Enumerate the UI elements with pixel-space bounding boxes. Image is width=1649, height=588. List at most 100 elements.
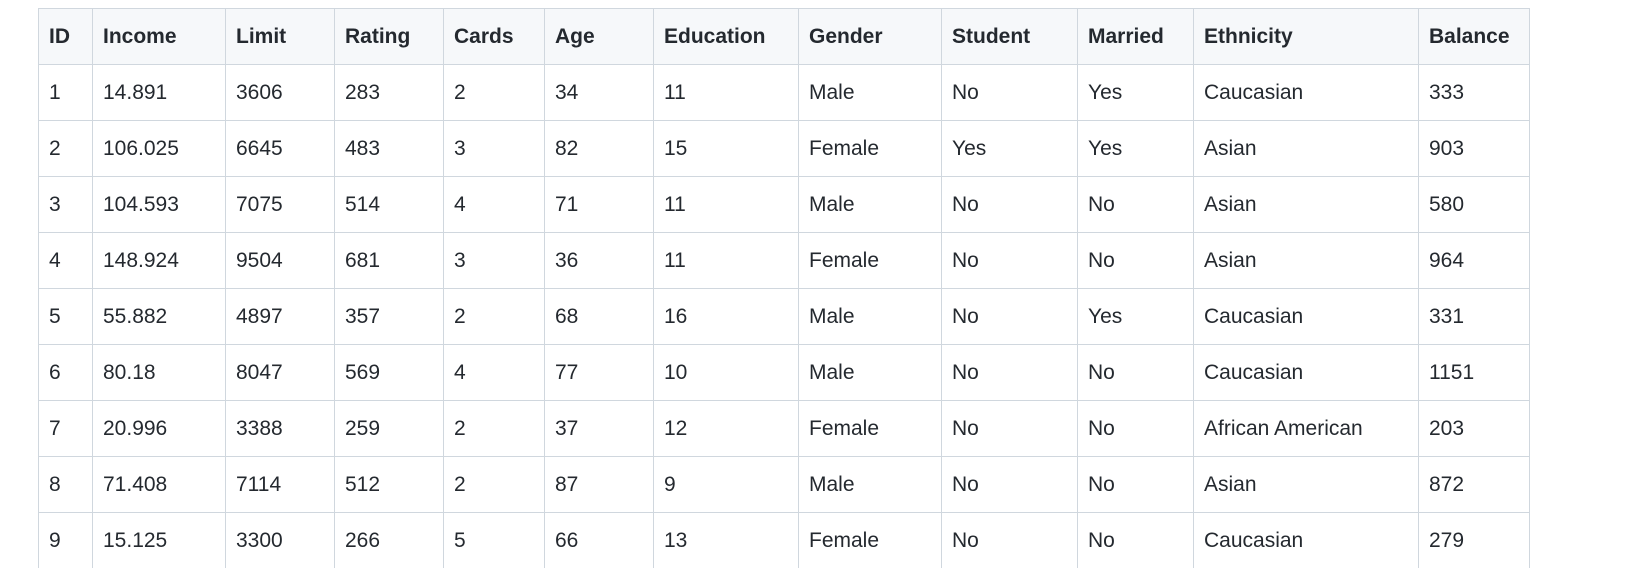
table-cell-balance: 964 <box>1418 232 1530 289</box>
table-cell-limit: 7075 <box>225 176 335 233</box>
table-cell-id: 9 <box>38 512 93 568</box>
table-cell-income: 14.891 <box>92 64 226 121</box>
table-cell-married: Yes <box>1077 288 1194 345</box>
table-cell-income: 148.924 <box>92 232 226 289</box>
table-cell-balance: 1151 <box>1418 344 1530 401</box>
table-cell-income: 55.882 <box>92 288 226 345</box>
table-cell-cards: 2 <box>443 400 545 457</box>
table-row: 5 55.882 4897 357 2 68 16 Male No Yes Caucasian 331 <box>38 288 1530 345</box>
table-cell-balance: 872 <box>1418 456 1530 513</box>
column-header-balance: Balance <box>1418 8 1530 65</box>
table-cell-limit: 6645 <box>225 120 335 177</box>
table-row: 2 106.025 6645 483 3 82 15 Female Yes Yes Asian 903 <box>38 120 1530 177</box>
table-cell-cards: 4 <box>443 344 545 401</box>
table-cell-education: 15 <box>653 120 799 177</box>
credit-data-table-container: ID Income Limit Rating Cards Age Education Gend… <box>38 8 1530 568</box>
table-cell-id: 4 <box>38 232 93 289</box>
column-header-income: Income <box>92 8 226 65</box>
table-cell-student: No <box>941 400 1078 457</box>
table-cell-limit: 4897 <box>225 288 335 345</box>
table-cell-cards: 2 <box>443 456 545 513</box>
table-cell-student: No <box>941 232 1078 289</box>
column-header-education: Education <box>653 8 799 65</box>
table-row: 6 80.18 8047 569 4 77 10 Male No No Caucasian 1151 <box>38 344 1530 401</box>
table-cell-income: 71.408 <box>92 456 226 513</box>
table-cell-rating: 514 <box>334 176 444 233</box>
table-cell-income: 80.18 <box>92 344 226 401</box>
table-cell-age: 77 <box>544 344 654 401</box>
table-cell-gender: Female <box>798 232 942 289</box>
table-cell-student: No <box>941 288 1078 345</box>
table-row: 8 71.408 7114 512 2 87 9 Male No No Asian 872 <box>38 456 1530 513</box>
table-row: 4 148.924 9504 681 3 36 11 Female No No Asian 964 <box>38 232 1530 289</box>
column-header-ethnicity: Ethnicity <box>1193 8 1419 65</box>
column-header-gender: Gender <box>798 8 942 65</box>
table-cell-education: 11 <box>653 64 799 121</box>
column-header-student: Student <box>941 8 1078 65</box>
table-cell-cards: 2 <box>443 64 545 121</box>
table-row: 9 15.125 3300 266 5 66 13 Female No No Caucasian 27… <box>38 512 1530 568</box>
table-cell-age: 37 <box>544 400 654 457</box>
table-cell-education: 9 <box>653 456 799 513</box>
table-cell-gender: Male <box>798 176 942 233</box>
table-cell-age: 68 <box>544 288 654 345</box>
column-header-cards: Cards <box>443 8 545 65</box>
table-cell-student: No <box>941 176 1078 233</box>
table-cell-married: Yes <box>1077 120 1194 177</box>
table-cell-cards: 4 <box>443 176 545 233</box>
table-cell-balance: 903 <box>1418 120 1530 177</box>
table-cell-id: 3 <box>38 176 93 233</box>
column-header-married: Married <box>1077 8 1194 65</box>
table-cell-balance: 279 <box>1418 512 1530 568</box>
table-cell-ethnicity: Caucasian <box>1193 344 1419 401</box>
table-cell-rating: 283 <box>334 64 444 121</box>
table-cell-ethnicity: Asian <box>1193 232 1419 289</box>
table-cell-id: 6 <box>38 344 93 401</box>
table-cell-married: No <box>1077 400 1194 457</box>
table-cell-gender: Male <box>798 64 942 121</box>
column-header-rating: Rating <box>334 8 444 65</box>
table-cell-ethnicity: Asian <box>1193 120 1419 177</box>
table-cell-cards: 2 <box>443 288 545 345</box>
table-cell-limit: 9504 <box>225 232 335 289</box>
table-cell-balance: 333 <box>1418 64 1530 121</box>
table-cell-age: 82 <box>544 120 654 177</box>
table-cell-rating: 259 <box>334 400 444 457</box>
table-cell-married: No <box>1077 456 1194 513</box>
table-cell-age: 66 <box>544 512 654 568</box>
column-header-limit: Limit <box>225 8 335 65</box>
table-cell-student: No <box>941 456 1078 513</box>
table-cell-ethnicity: Caucasian <box>1193 64 1419 121</box>
table-cell-education: 11 <box>653 176 799 233</box>
table-cell-gender: Female <box>798 120 942 177</box>
table-cell-rating: 512 <box>334 456 444 513</box>
table-row: 3 104.593 7075 514 4 71 11 Male No No Asian 580 <box>38 176 1530 233</box>
table-cell-gender: Female <box>798 400 942 457</box>
table-cell-student: No <box>941 512 1078 568</box>
table-cell-rating: 569 <box>334 344 444 401</box>
table-cell-ethnicity: Caucasian <box>1193 512 1419 568</box>
table-cell-gender: Female <box>798 512 942 568</box>
table-cell-income: 20.996 <box>92 400 226 457</box>
table-cell-age: 36 <box>544 232 654 289</box>
table-cell-education: 13 <box>653 512 799 568</box>
table-cell-limit: 3388 <box>225 400 335 457</box>
table-cell-student: No <box>941 344 1078 401</box>
table-cell-income: 15.125 <box>92 512 226 568</box>
table-cell-married: Yes <box>1077 64 1194 121</box>
table-cell-id: 1 <box>38 64 93 121</box>
table-cell-education: 11 <box>653 232 799 289</box>
table-cell-age: 87 <box>544 456 654 513</box>
header-row: ID Income Limit Rating Cards Age Education Gend… <box>38 8 1530 65</box>
table-cell-ethnicity: Asian <box>1193 456 1419 513</box>
table-cell-ethnicity: African American <box>1193 400 1419 457</box>
table-cell-student: No <box>941 64 1078 121</box>
table-cell-limit: 7114 <box>225 456 335 513</box>
table-cell-balance: 331 <box>1418 288 1530 345</box>
table-cell-gender: Male <box>798 456 942 513</box>
table-cell-ethnicity: Asian <box>1193 176 1419 233</box>
table-cell-age: 34 <box>544 64 654 121</box>
table-cell-married: No <box>1077 232 1194 289</box>
credit-data-table: ID Income Limit Rating Cards Age Education Gend… <box>38 8 1530 568</box>
table-cell-id: 8 <box>38 456 93 513</box>
